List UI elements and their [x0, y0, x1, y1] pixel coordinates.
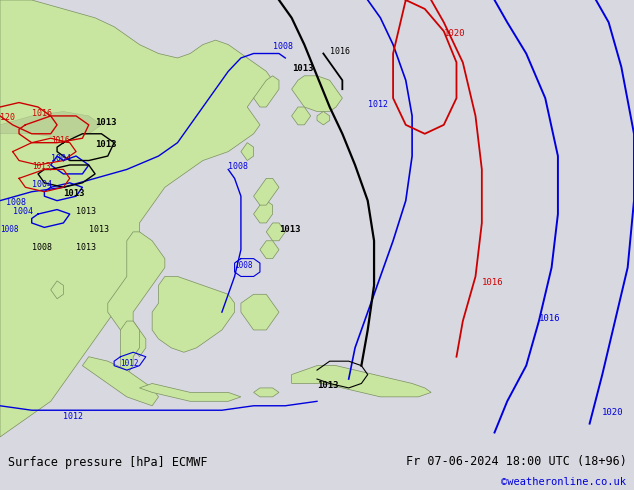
- Polygon shape: [51, 281, 63, 299]
- Polygon shape: [139, 384, 241, 401]
- Text: 1004: 1004: [51, 153, 71, 163]
- Text: 1013: 1013: [76, 207, 96, 216]
- Text: Surface pressure [hPa] ECMWF: Surface pressure [hPa] ECMWF: [8, 456, 207, 469]
- Text: Fr 07-06-2024 18:00 UTC (18+96): Fr 07-06-2024 18:00 UTC (18+96): [406, 455, 626, 468]
- Text: 1016: 1016: [330, 47, 350, 55]
- Text: 1004: 1004: [32, 180, 52, 189]
- Polygon shape: [254, 201, 273, 223]
- Text: 1016: 1016: [51, 136, 69, 145]
- Text: 1020: 1020: [444, 29, 465, 38]
- Polygon shape: [241, 143, 254, 161]
- Text: 1013: 1013: [317, 381, 339, 390]
- Polygon shape: [254, 178, 279, 205]
- Text: 1013: 1013: [32, 163, 50, 172]
- Text: ©weatheronline.co.uk: ©weatheronline.co.uk: [501, 477, 626, 487]
- Text: 1012: 1012: [120, 359, 139, 368]
- Text: 1013: 1013: [63, 189, 85, 198]
- Text: 1012: 1012: [63, 412, 84, 421]
- Text: 1008: 1008: [273, 42, 293, 51]
- Polygon shape: [317, 112, 330, 125]
- Text: 1008: 1008: [235, 261, 253, 270]
- Text: 1013: 1013: [292, 64, 313, 74]
- Text: 1012: 1012: [368, 100, 388, 109]
- Polygon shape: [292, 76, 342, 112]
- Text: 1008: 1008: [0, 225, 18, 234]
- Text: 1004: 1004: [13, 207, 33, 216]
- Polygon shape: [82, 357, 158, 406]
- Text: 1020: 1020: [602, 408, 624, 416]
- Polygon shape: [0, 0, 273, 437]
- Polygon shape: [292, 107, 311, 125]
- Text: 1013: 1013: [95, 140, 117, 149]
- Polygon shape: [0, 112, 101, 138]
- Polygon shape: [120, 321, 139, 384]
- Text: 1013: 1013: [76, 243, 96, 252]
- Text: 1008: 1008: [6, 198, 27, 207]
- Text: 1008: 1008: [228, 163, 249, 172]
- Polygon shape: [292, 366, 431, 397]
- Polygon shape: [108, 232, 165, 357]
- Text: 1013: 1013: [95, 118, 117, 127]
- Polygon shape: [260, 241, 279, 259]
- Text: 1016: 1016: [539, 314, 560, 323]
- Text: 1016: 1016: [32, 109, 52, 118]
- Text: 1013: 1013: [279, 225, 301, 234]
- Polygon shape: [254, 76, 279, 107]
- Polygon shape: [266, 223, 285, 241]
- Text: 1008: 1008: [32, 243, 52, 252]
- Polygon shape: [152, 276, 235, 352]
- Polygon shape: [241, 294, 279, 330]
- Text: 1016: 1016: [482, 278, 503, 287]
- Text: 1013: 1013: [89, 225, 109, 234]
- Polygon shape: [254, 388, 279, 397]
- Text: 120: 120: [0, 113, 15, 122]
